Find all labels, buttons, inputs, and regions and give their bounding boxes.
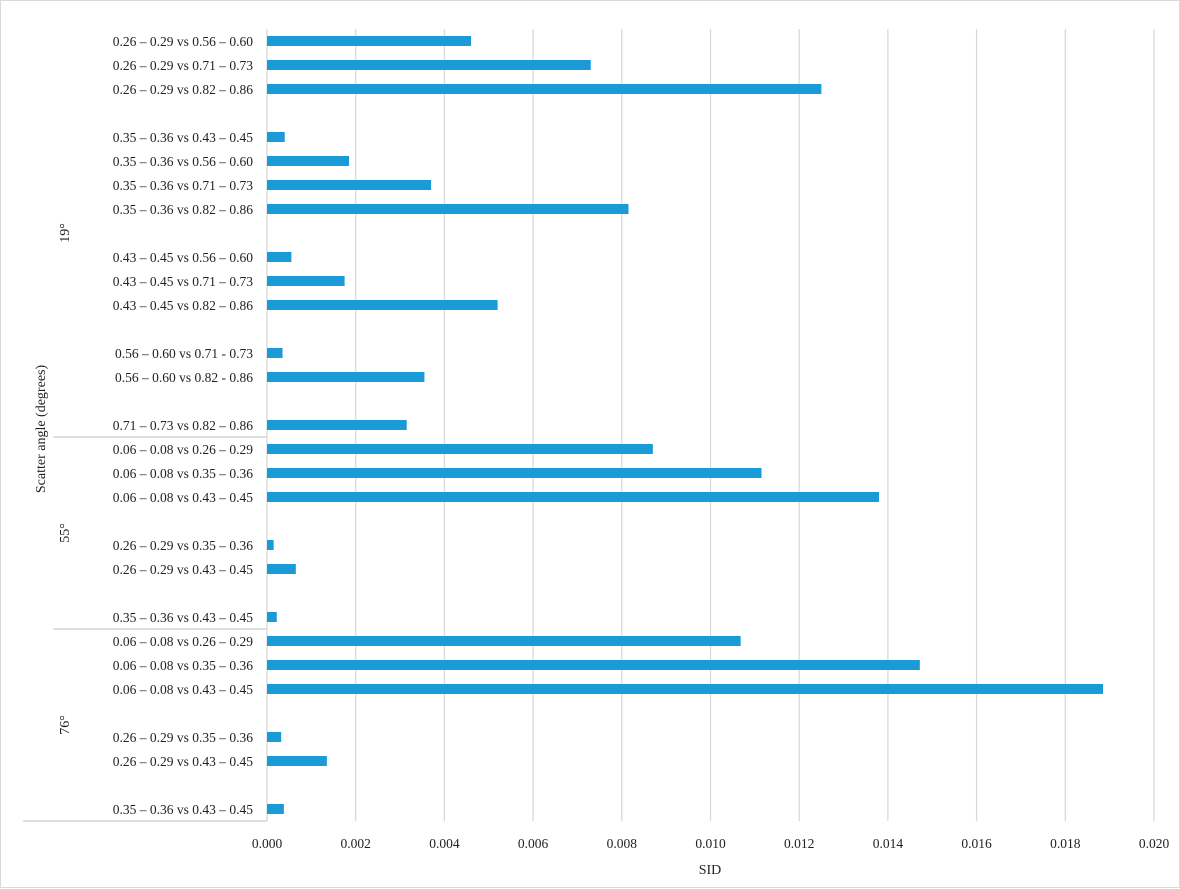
bar	[267, 300, 498, 310]
category-label: 0.06 – 0.08 vs 0.26 – 0.29	[113, 442, 254, 457]
bar	[267, 540, 274, 550]
bar	[267, 348, 283, 358]
bar	[267, 180, 432, 190]
group-labels: 19° 55° 76°	[58, 223, 73, 735]
bar	[267, 420, 407, 430]
category-label: 0.26 – 0.29 vs 0.56 – 0.60	[113, 34, 254, 49]
category-label: 0.26 – 0.29 vs 0.43 – 0.45	[113, 754, 254, 769]
bar	[267, 36, 472, 46]
category-label: 0.35 – 0.36 vs 0.56 – 0.60	[113, 154, 254, 169]
category-label: 0.35 – 0.36 vs 0.43 – 0.45	[113, 802, 254, 817]
bar	[267, 276, 345, 286]
category-label: 0.35 – 0.36 vs 0.71 – 0.73	[113, 178, 254, 193]
category-label: 0.26 – 0.29 vs 0.71 – 0.73	[113, 58, 254, 73]
x-tick-label: 0.016	[961, 836, 992, 851]
category-label: 0.26 – 0.29 vs 0.82 – 0.86	[113, 82, 254, 97]
group-separators	[23, 436, 267, 822]
category-label: 0.06 – 0.08 vs 0.35 – 0.36	[113, 658, 254, 673]
bar	[267, 804, 284, 814]
bar	[267, 468, 762, 478]
bar	[267, 60, 591, 70]
group-label: 19°	[58, 223, 73, 243]
category-label: 0.56 – 0.60 vs 0.71 - 0.73	[115, 346, 253, 361]
category-label: 0.26 – 0.29 vs 0.35 – 0.36	[113, 730, 254, 745]
bar	[267, 204, 629, 214]
x-tick-label: 0.014	[873, 836, 904, 851]
x-tick-label: 0.010	[695, 836, 726, 851]
group-label: 55°	[58, 523, 73, 543]
x-tick-labels: 0.000 0.002 0.004 0.006 0.008 0.010 0.012 0.014…	[252, 836, 1170, 851]
category-label: 0.43 – 0.45 vs 0.56 – 0.60	[113, 250, 254, 265]
bars	[267, 36, 1103, 814]
x-tick-label: 0.018	[1050, 836, 1081, 851]
category-label: 0.35 – 0.36 vs 0.43 – 0.45	[113, 130, 254, 145]
x-tick-label: 0.004	[429, 836, 460, 851]
x-tick-label: 0.008	[607, 836, 638, 851]
bar	[267, 636, 741, 646]
x-tick-label: 0.020	[1139, 836, 1170, 851]
category-label: 0.06 – 0.08 vs 0.35 – 0.36	[113, 466, 254, 481]
bar	[267, 612, 277, 622]
group-label: 76°	[58, 715, 73, 735]
x-tick-label: 0.006	[518, 836, 549, 851]
x-tick-label: 0.012	[784, 836, 814, 851]
category-label: 0.56 – 0.60 vs 0.82 - 0.86	[115, 370, 253, 385]
category-label: 0.06 – 0.08 vs 0.43 – 0.45	[113, 682, 254, 697]
bar	[267, 684, 1103, 694]
bar	[267, 444, 653, 454]
category-labels: 0.26 – 0.29 vs 0.56 – 0.60 0.26 – 0.29 vs…	[113, 34, 254, 817]
bar	[267, 372, 425, 382]
bar	[267, 252, 292, 262]
category-label: 0.26 – 0.29 vs 0.43 – 0.45	[113, 562, 254, 577]
bar	[267, 84, 822, 94]
category-label: 0.35 – 0.36 vs 0.82 – 0.86	[113, 202, 254, 217]
bar	[267, 492, 880, 502]
bar	[267, 156, 350, 166]
bar	[267, 660, 920, 670]
bar	[267, 756, 327, 766]
bar	[267, 132, 285, 142]
bar	[267, 564, 296, 574]
bar	[267, 732, 282, 742]
category-label: 0.26 – 0.29 vs 0.35 – 0.36	[113, 538, 254, 553]
y-axis-title: Scatter angle (degrees)	[34, 365, 49, 494]
x-tick-label: 0.000	[252, 836, 283, 851]
x-tick-label: 0.002	[341, 836, 371, 851]
category-label: 0.06 – 0.08 vs 0.26 – 0.29	[113, 634, 254, 649]
category-label: 0.35 – 0.36 vs 0.43 – 0.45	[113, 610, 254, 625]
category-label: 0.43 – 0.45 vs 0.71 – 0.73	[113, 274, 254, 289]
x-axis-title: SID	[699, 863, 722, 878]
category-label: 0.71 – 0.73 vs 0.82 – 0.86	[113, 418, 254, 433]
category-label: 0.06 – 0.08 vs 0.43 – 0.45	[113, 490, 254, 505]
category-label: 0.43 – 0.45 vs 0.82 – 0.86	[113, 298, 254, 313]
